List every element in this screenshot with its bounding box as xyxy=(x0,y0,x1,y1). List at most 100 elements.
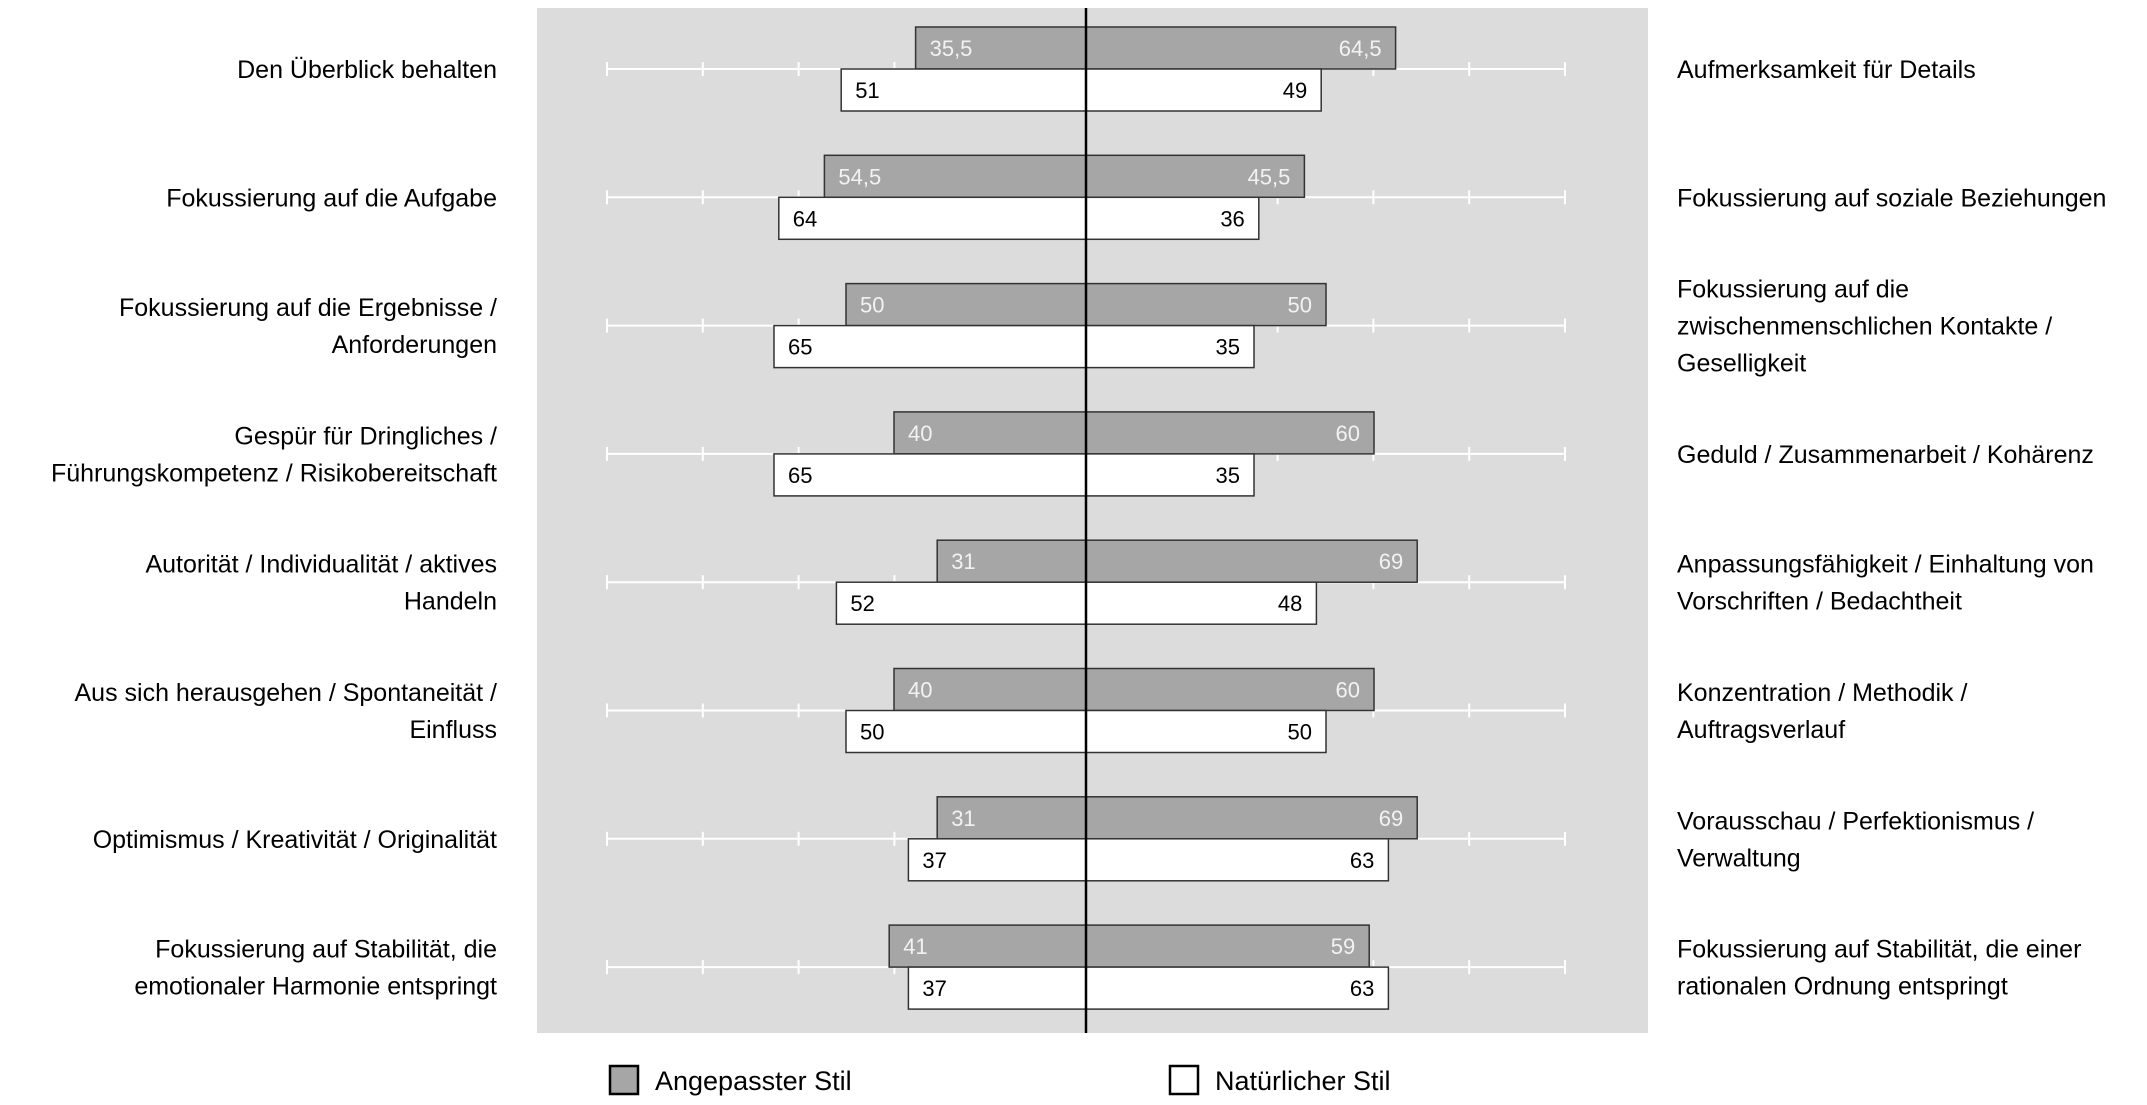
natural-bar-left xyxy=(773,453,1087,497)
natural-value-label-left: 52 xyxy=(850,591,874,616)
left-category-label: Gespür für Dringliches / Führungskompeten… xyxy=(51,422,497,487)
natural-value-label-left: 37 xyxy=(922,848,946,873)
natural-value-label-right: 36 xyxy=(1220,206,1244,231)
right-category-label-line: Konzentration / Methodik / xyxy=(1677,679,1967,707)
right-category-label-line: Aufmerksamkeit für Details xyxy=(1677,56,1976,84)
right-category-label-line: zwischenmenschlichen Kontakte / xyxy=(1677,313,2052,341)
right-category-label-line: Anpassungsfähigkeit / Einhaltung von xyxy=(1677,551,2094,579)
left-category-label-line: Gespür für Dringliches / xyxy=(234,422,497,450)
natural-bar-left xyxy=(835,581,1087,625)
adapted-value-label-right: 59 xyxy=(1331,934,1355,959)
adapted-value-label-left: 31 xyxy=(951,806,975,831)
adapted-value-label-right: 69 xyxy=(1379,549,1403,574)
legend-swatch-adapted xyxy=(608,1064,640,1096)
right-category-label: Fokussierung auf Stabilität, die einer ra… xyxy=(1677,936,2081,1001)
bars: 35,5 64,5 51 49 54,5 45,5 64 36 50 50 65 35 40 60 65 35… xyxy=(773,26,1418,1010)
legend: Angepasster Stil Natürlicher Stil xyxy=(608,1064,1391,1096)
natural-value-label-right: 63 xyxy=(1350,848,1374,873)
left-category-label: Fokussierung auf die Ergebnisse / Anforde… xyxy=(119,294,497,359)
natural-bar-left xyxy=(845,709,1087,754)
natural-value-label-left: 64 xyxy=(793,206,817,231)
right-category-label: Fokussierung auf soziale Beziehungen xyxy=(1677,184,2106,212)
adapted-value-label-right: 50 xyxy=(1288,293,1312,318)
left-category-label-line: Aus sich herausgehen / Spontaneität / xyxy=(74,679,497,707)
adapted-value-label-right: 60 xyxy=(1336,421,1360,446)
adapted-value-label-right: 64,5 xyxy=(1339,36,1382,61)
natural-value-label-left: 50 xyxy=(860,720,884,745)
adapted-bar-left xyxy=(893,411,1087,455)
right-category-label-line: Geduld / Zusammenarbeit / Kohärenz xyxy=(1677,441,2094,469)
legend-label-adapted: Angepasster Stil xyxy=(655,1066,852,1096)
right-category-label-line: Auftragsverlauf xyxy=(1677,716,1845,744)
natural-bar-right xyxy=(1085,581,1318,625)
left-category-label-line: Anforderungen xyxy=(332,331,497,359)
left-category-label-line: Fokussierung auf die Ergebnisse / xyxy=(119,294,497,322)
adapted-bar-right xyxy=(1085,667,1375,712)
left-category-label-line: Führungskompetenz / Risikobereitschaft xyxy=(51,459,497,487)
left-category-label-line: Handeln xyxy=(404,588,497,616)
adapted-bar-right xyxy=(1085,154,1306,199)
natural-value-label-right: 35 xyxy=(1216,463,1240,488)
left-category-label-line: emotionaler Harmonie entspringt xyxy=(134,973,497,1001)
natural-bar-right xyxy=(1085,68,1322,112)
left-category-label: Den Überblick behalten xyxy=(237,56,497,84)
adapted-bar-left xyxy=(936,796,1087,840)
left-category-label: Fokussierung auf die Aufgabe xyxy=(166,184,497,212)
right-category-label-line: Verwaltung xyxy=(1677,844,1801,872)
natural-bar-right xyxy=(1085,966,1390,1010)
natural-bar-right xyxy=(1085,324,1255,369)
right-category-label-line: Vorausschau / Perfektionismus / xyxy=(1677,807,2034,835)
adapted-bar-right xyxy=(1085,411,1375,455)
natural-value-label-left: 37 xyxy=(922,976,946,1001)
left-category-label: Autorität / Individualität / aktives Hand… xyxy=(145,551,497,616)
legend-swatch-natural xyxy=(1168,1064,1200,1096)
left-category-label: Optimismus / Kreativität / Originalität xyxy=(93,826,497,854)
right-category-label-line: rationalen Ordnung entspringt xyxy=(1677,973,2008,1001)
adapted-value-label-right: 60 xyxy=(1336,678,1360,703)
right-category-label-line: Fokussierung auf Stabilität, die einer xyxy=(1677,936,2081,964)
adapted-value-label-left: 41 xyxy=(903,934,927,959)
right-category-label: Geduld / Zusammenarbeit / Kohärenz xyxy=(1677,441,2094,469)
natural-value-label-left: 65 xyxy=(788,463,812,488)
adapted-value-label-left: 54,5 xyxy=(838,164,881,189)
adapted-bar-left xyxy=(845,282,1087,327)
natural-value-label-left: 51 xyxy=(855,78,879,103)
adapted-value-label-left: 35,5 xyxy=(930,36,973,61)
legend-label-natural: Natürlicher Stil xyxy=(1215,1066,1391,1096)
right-category-label-line: Geselligkeit xyxy=(1677,350,1806,378)
natural-value-label-left: 65 xyxy=(788,335,812,360)
left-category-label-line: Einfluss xyxy=(409,716,497,744)
adapted-value-label-right: 69 xyxy=(1379,806,1403,831)
adapted-value-label-left: 31 xyxy=(951,549,975,574)
right-category-label: Aufmerksamkeit für Details xyxy=(1677,56,1976,84)
right-category-label: Konzentration / Methodik / Auftragsverlau… xyxy=(1677,679,1967,744)
right-category-label: Vorausschau / Perfektionismus / Verwaltun… xyxy=(1677,807,2034,872)
natural-bar-right xyxy=(1085,838,1390,882)
right-category-label: Anpassungsfähigkeit / Einhaltung von Vors… xyxy=(1677,551,2094,616)
natural-value-label-right: 63 xyxy=(1350,976,1374,1001)
natural-bar-right xyxy=(1085,709,1327,754)
adapted-value-label-left: 40 xyxy=(908,678,932,703)
left-category-label-line: Fokussierung auf Stabilität, die xyxy=(155,936,497,964)
natural-bar-left xyxy=(907,838,1087,882)
adapted-value-label-left: 50 xyxy=(860,293,884,318)
natural-bar-left xyxy=(773,324,1087,369)
left-category-label: Fokussierung auf Stabilität, die emotiona… xyxy=(134,936,497,1001)
left-category-label-line: Den Überblick behalten xyxy=(237,56,497,84)
natural-value-label-right: 50 xyxy=(1288,720,1312,745)
left-category-label-line: Optimismus / Kreativität / Originalität xyxy=(93,826,497,854)
adapted-value-label-left: 40 xyxy=(908,421,932,446)
natural-bar-right xyxy=(1085,196,1260,241)
adapted-bar-right xyxy=(1085,539,1418,583)
natural-bar-left xyxy=(778,196,1087,241)
right-category-label: Fokussierung auf die zwischenmenschlichen… xyxy=(1677,276,2052,378)
natural-bar-left xyxy=(840,68,1087,112)
left-category-label-line: Autorität / Individualität / aktives xyxy=(145,551,497,579)
adapted-bar-right xyxy=(1085,924,1370,968)
right-category-label-line: Fokussierung auf die xyxy=(1677,276,1909,304)
left-category-label: Aus sich herausgehen / Spontaneität / Ein… xyxy=(74,679,497,744)
category-labels: Den Überblick behalten Aufmerksamkeit für… xyxy=(51,56,2107,1001)
natural-value-label-right: 49 xyxy=(1283,78,1307,103)
natural-value-label-right: 48 xyxy=(1278,591,1302,616)
